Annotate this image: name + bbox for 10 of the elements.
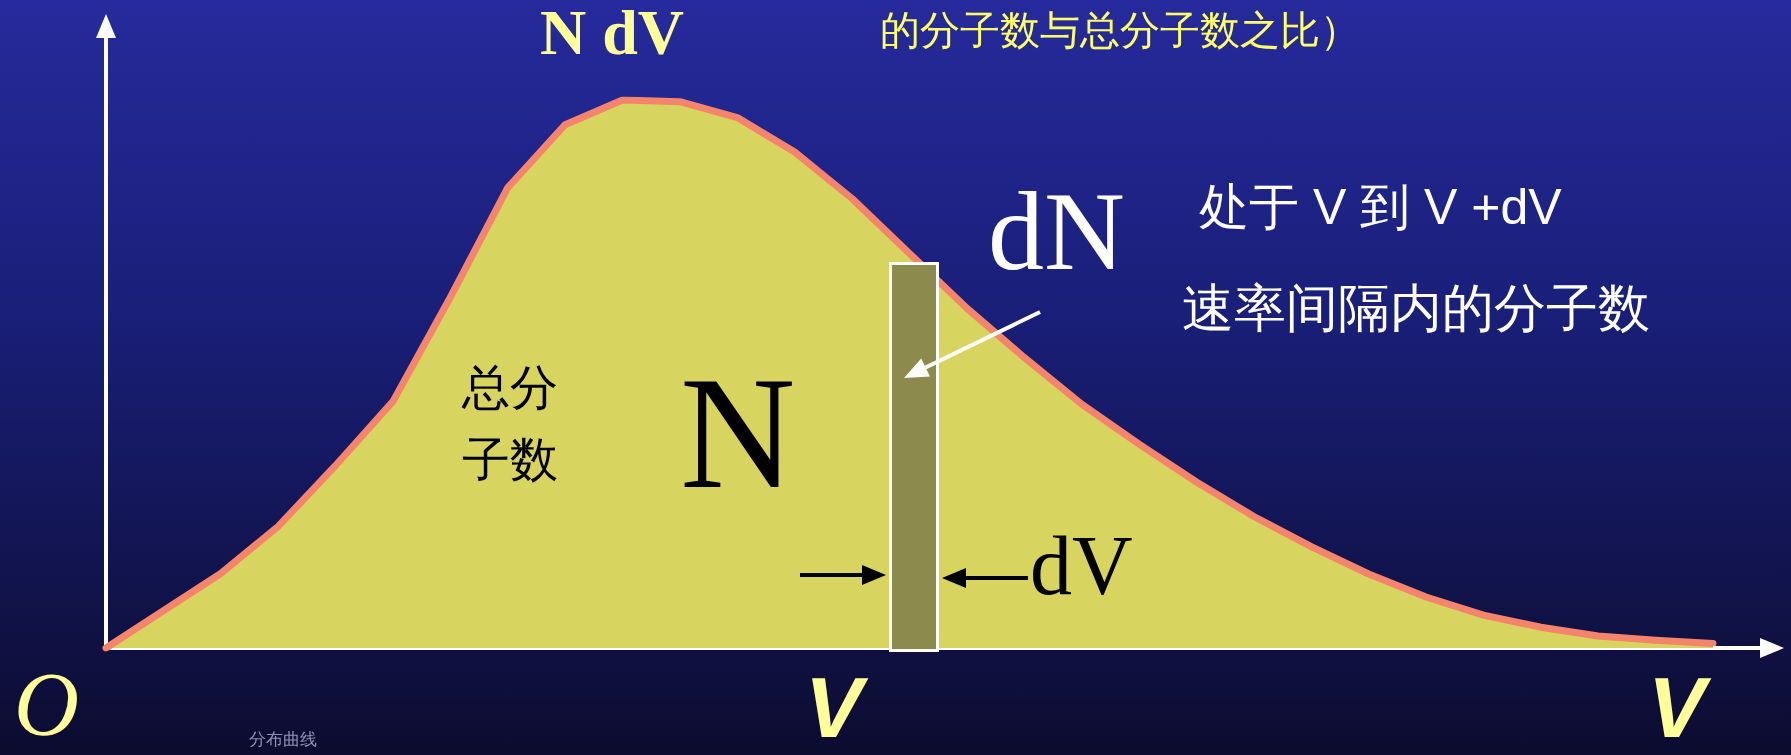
annotation: 总分子数	[462, 360, 559, 488]
annotation: dN	[988, 169, 1125, 294]
annotation: dV	[1030, 519, 1133, 613]
annotation: 处于 V 到 V +dV	[1199, 179, 1562, 235]
text: 的分子数与总分子数之比）	[880, 8, 1360, 52]
annotation: 速率间隔内的分子数	[1182, 279, 1650, 338]
text: N dV	[540, 0, 685, 69]
text: 分布曲线	[249, 730, 317, 750]
annotation: N	[680, 344, 796, 522]
text: O	[14, 655, 79, 754]
